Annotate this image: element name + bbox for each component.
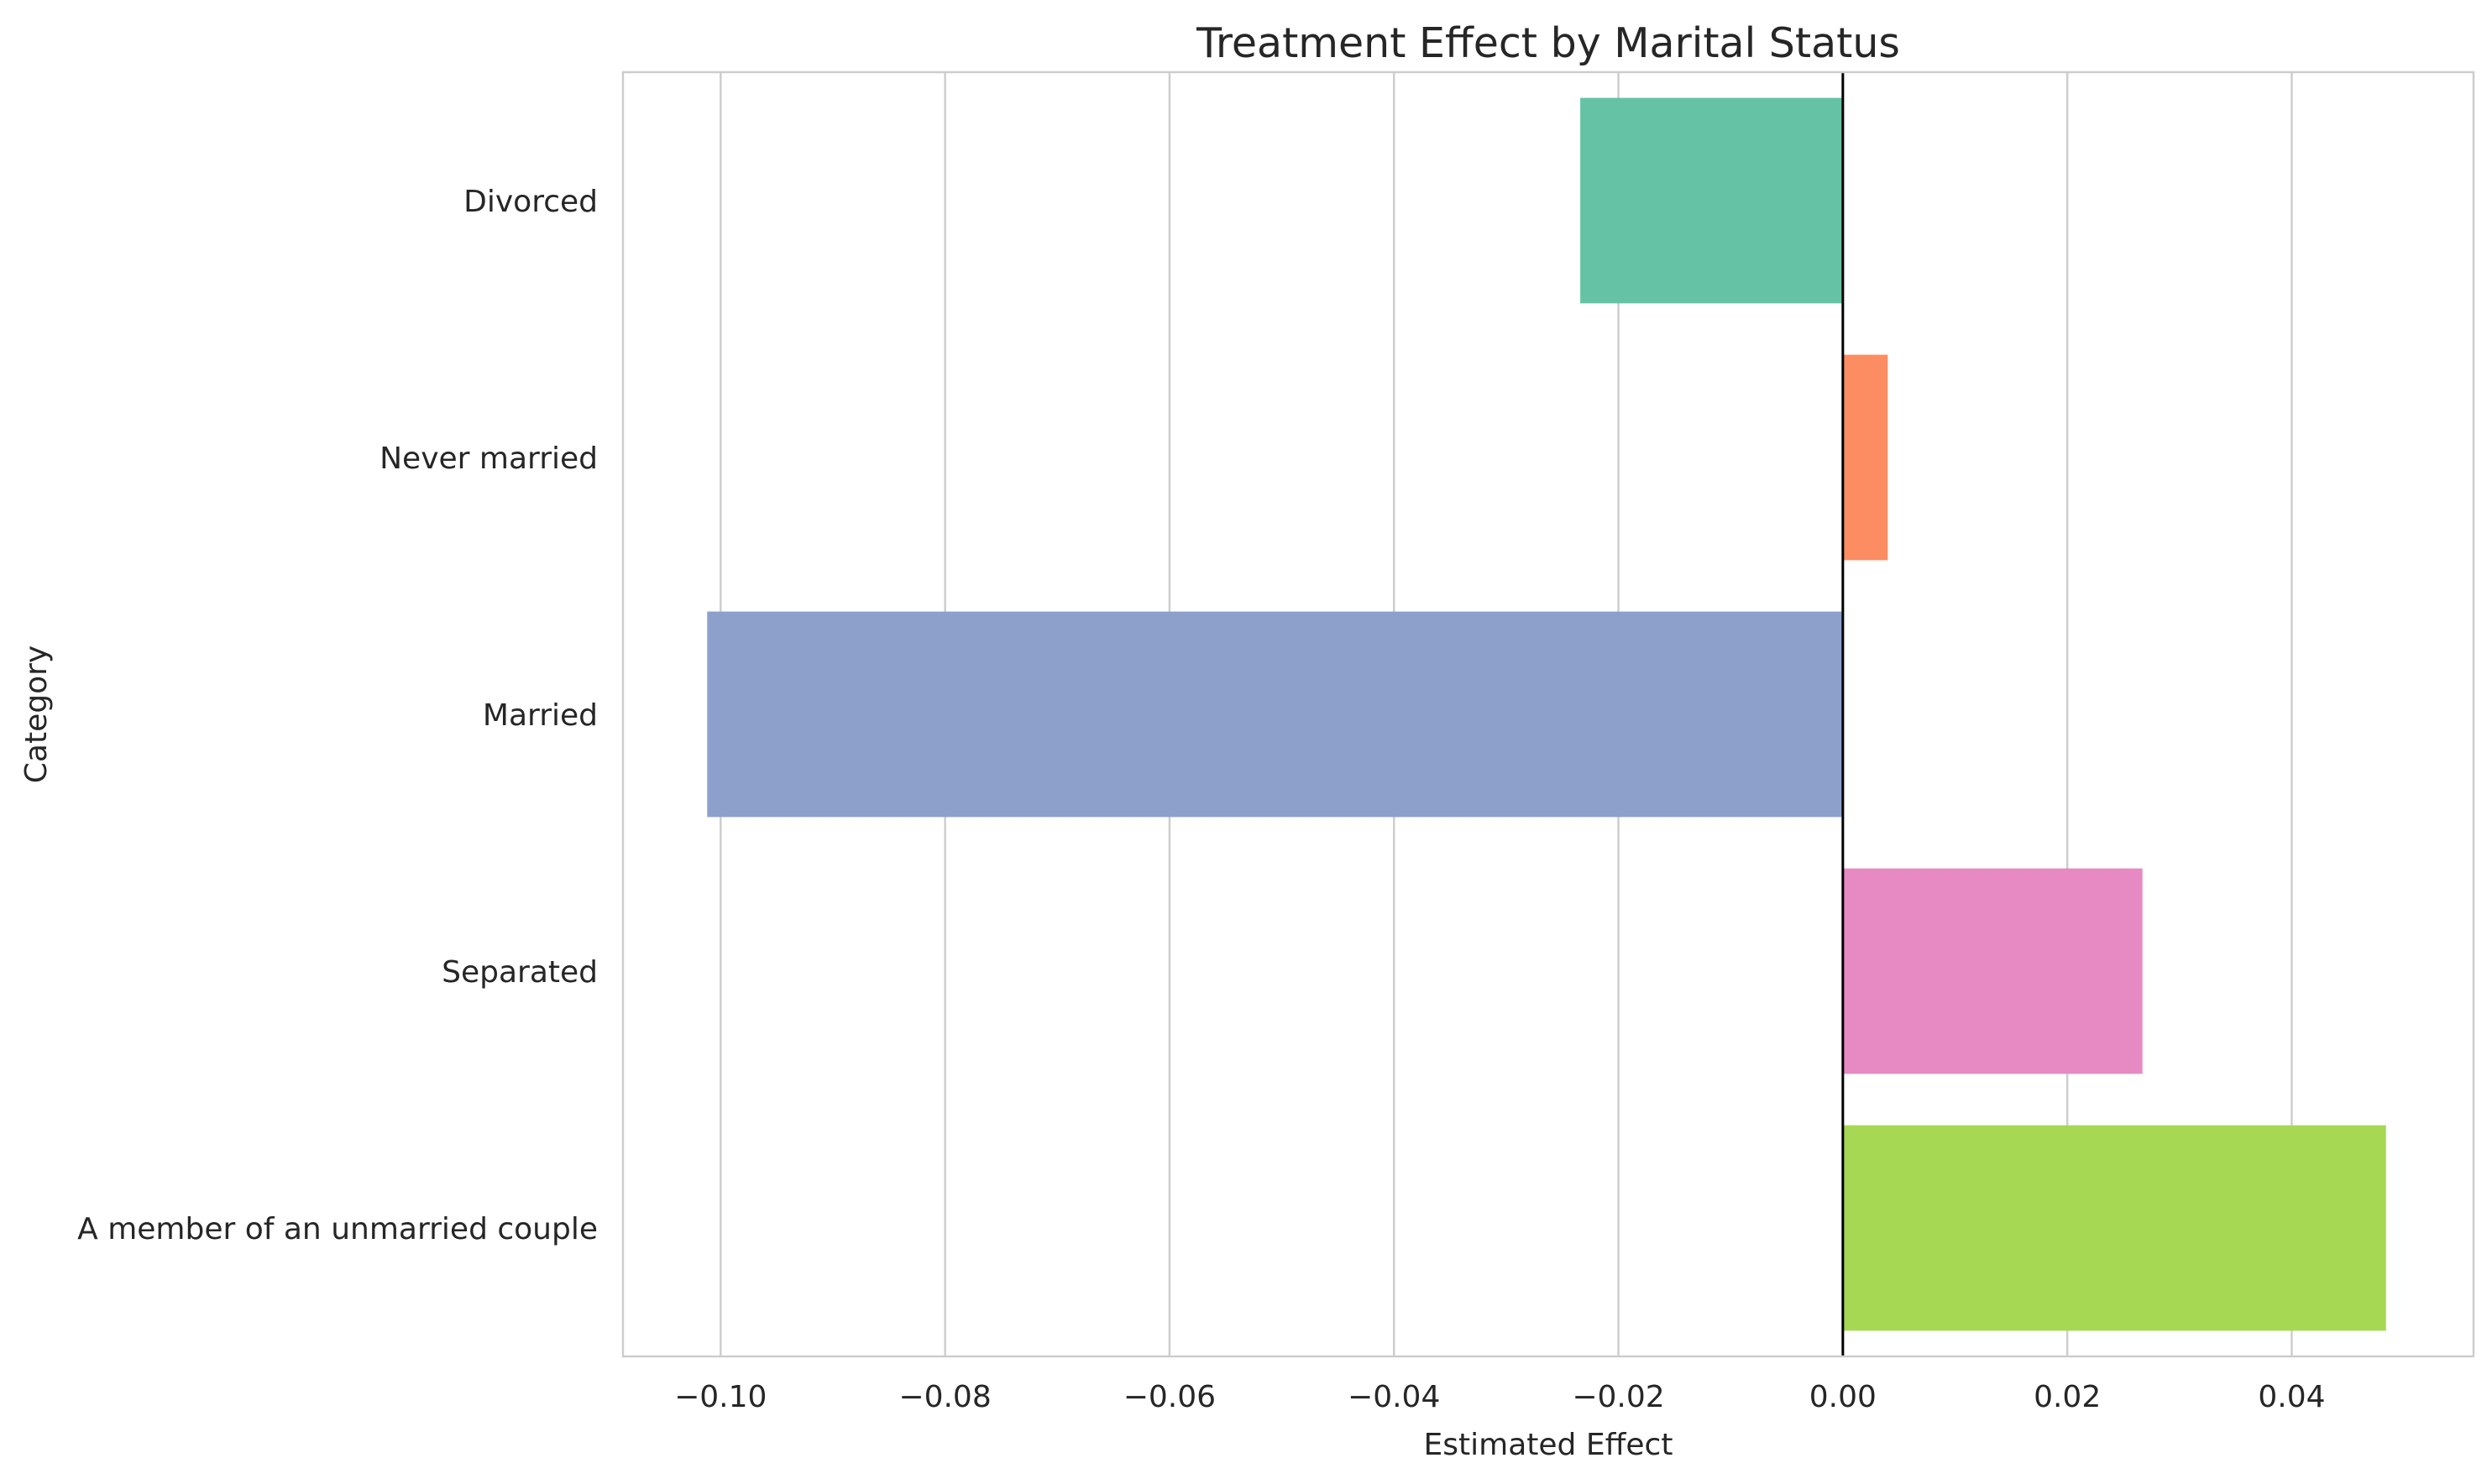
x-axis-label: Estimated Effect bbox=[1424, 1428, 1673, 1462]
category-tick-labels: Divorced Never married Married Separated A m… bbox=[77, 185, 598, 1246]
y-axis-label: Category bbox=[19, 645, 54, 783]
x-tick-labels: −0.10 −0.08 −0.06 −0.04 −0.02 0.00 0.02 0.04 bbox=[674, 1380, 2325, 1414]
x-tick-label: −0.10 bbox=[674, 1380, 767, 1414]
bar-separated bbox=[1842, 868, 2143, 1074]
x-tick-label: 0.00 bbox=[1809, 1380, 1877, 1414]
category-label: Never married bbox=[380, 442, 598, 476]
category-label: Divorced bbox=[463, 185, 598, 219]
x-tick-label: −0.08 bbox=[898, 1380, 991, 1414]
category-label: Married bbox=[483, 698, 598, 733]
x-tick-label: −0.06 bbox=[1123, 1380, 1216, 1414]
bar-divorced bbox=[1580, 97, 1843, 304]
x-tick-label: 0.04 bbox=[2258, 1380, 2325, 1414]
x-tick-label: 0.02 bbox=[2034, 1380, 2101, 1414]
bar-a-member-of-an-unmarried-couple bbox=[1842, 1125, 2386, 1331]
bar-never-married bbox=[1842, 354, 1888, 561]
category-label: Separated bbox=[442, 955, 598, 990]
bar-married bbox=[707, 611, 1843, 818]
x-tick-label: −0.04 bbox=[1348, 1380, 1440, 1414]
bars bbox=[707, 97, 2386, 1331]
chart-title: Treatment Effect by Marital Status bbox=[1196, 19, 1900, 67]
category-label: A member of an unmarried couple bbox=[77, 1212, 598, 1246]
x-tick-label: −0.02 bbox=[1572, 1380, 1664, 1414]
plot-frame bbox=[621, 71, 2475, 1358]
